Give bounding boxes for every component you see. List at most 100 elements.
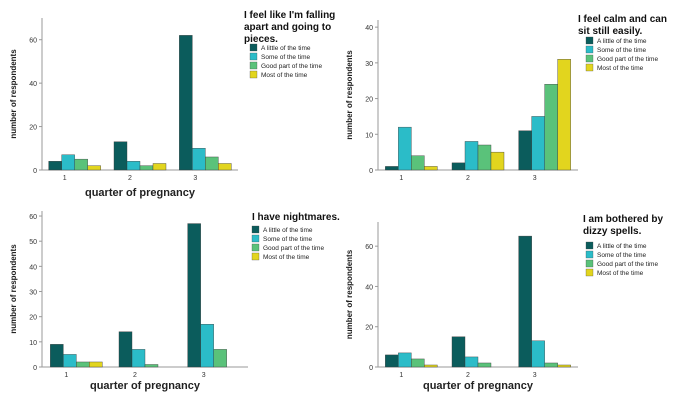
y-tick-label: 20 xyxy=(29,315,37,322)
legend-label: Good part of the time xyxy=(597,261,658,268)
bar xyxy=(192,148,206,171)
bar xyxy=(76,361,90,368)
legend-swatch xyxy=(585,54,594,63)
y-axis-label: number of respondents xyxy=(9,49,18,139)
legend-swatch xyxy=(585,241,594,250)
bar xyxy=(50,344,64,368)
bar xyxy=(518,130,532,171)
y-axis-label: number of respondents xyxy=(345,249,354,339)
chart-panel-3: 0 10 20 30 40 50 60 1 2 3 number of respondents qua… xyxy=(9,211,340,392)
y-tick-label: 40 xyxy=(29,264,37,271)
y-tick-label: 30 xyxy=(365,61,373,68)
legend-swatch xyxy=(585,259,594,268)
chart-title: I have nightmares. xyxy=(252,212,340,223)
x-tick-label: 2 xyxy=(128,175,132,182)
legend-label: Most of the time xyxy=(597,65,644,72)
legend-label: Good part of the time xyxy=(597,56,658,63)
x-axis-label: quarter of pregnancy xyxy=(90,380,201,392)
legend-swatch xyxy=(249,52,258,61)
chart-panel-2: 0 10 20 30 40 1 2 3 number of respondents I feel … xyxy=(345,14,667,182)
legend-label: Some of the time xyxy=(263,236,313,243)
legend-swatch xyxy=(251,234,260,243)
bar xyxy=(464,356,479,368)
legend-swatch xyxy=(249,43,258,52)
x-tick-label: 3 xyxy=(193,175,197,182)
bar xyxy=(411,358,425,368)
bar xyxy=(74,158,88,171)
bar xyxy=(126,161,141,171)
bar xyxy=(398,352,412,368)
bar xyxy=(557,59,571,171)
legend-label: Most of the time xyxy=(263,254,310,261)
bar xyxy=(464,141,479,171)
bar xyxy=(531,340,545,368)
bar xyxy=(218,163,232,171)
y-tick-label: 60 xyxy=(29,38,37,45)
x-tick-label: 3 xyxy=(533,372,537,379)
bar xyxy=(451,336,466,368)
legend-swatch xyxy=(585,250,594,259)
legend-swatch xyxy=(251,252,260,261)
bar xyxy=(48,161,62,171)
legend-label: Good part of the time xyxy=(261,63,322,70)
y-tick-label: 30 xyxy=(29,290,37,297)
bar xyxy=(424,166,438,171)
legend-label: A little of the time xyxy=(597,243,647,250)
y-tick-label: 20 xyxy=(365,97,373,104)
bar xyxy=(87,165,101,171)
legend-swatch xyxy=(251,225,260,234)
bar xyxy=(131,349,146,368)
y-tick-label: 40 xyxy=(29,81,37,88)
x-tick-label: 3 xyxy=(533,175,537,182)
y-tick-label: 40 xyxy=(365,284,373,291)
bar xyxy=(118,331,133,368)
bar xyxy=(139,165,154,171)
x-axis-label: quarter of pregnancy xyxy=(85,187,196,199)
x-tick-label: 1 xyxy=(399,372,403,379)
chart-panel-4: 0 20 40 60 1 2 3 number of respondents quarter o… xyxy=(345,214,663,392)
y-tick-label: 60 xyxy=(365,244,373,251)
x-tick-label: 2 xyxy=(466,175,470,182)
y-tick-label: 10 xyxy=(365,132,373,139)
bar xyxy=(187,223,201,368)
legend-label: Good part of the time xyxy=(263,245,324,252)
x-tick-label: 3 xyxy=(202,372,206,379)
x-tick-label: 1 xyxy=(64,372,68,379)
bar xyxy=(179,35,193,171)
y-tick-label: 10 xyxy=(29,340,37,347)
y-tick-label: 0 xyxy=(33,168,37,175)
chart-panel-1: 0 20 40 60 1 2 3 number of respondents quarter o… xyxy=(9,10,335,199)
bar xyxy=(531,116,545,171)
bar xyxy=(544,362,558,368)
bar xyxy=(385,166,399,171)
legend-swatch xyxy=(585,63,594,72)
legend-swatch xyxy=(249,70,258,79)
y-tick-label: 0 xyxy=(33,365,37,372)
bar xyxy=(61,154,75,171)
legend-label: A little of the time xyxy=(597,38,647,45)
y-tick-label: 60 xyxy=(29,214,37,221)
bar xyxy=(144,364,159,368)
bar xyxy=(152,163,167,171)
x-axis-label: quarter of pregnancy xyxy=(423,380,534,392)
y-tick-label: 0 xyxy=(369,365,373,372)
bar xyxy=(89,361,103,368)
chart-title: I am bothered by dizzy spells. xyxy=(583,214,663,237)
legend-label: Some of the time xyxy=(597,47,647,54)
legend-label: A little of the time xyxy=(263,227,313,234)
chart-title: I feel calm and can sit still easily. xyxy=(578,14,667,37)
x-tick-label: 2 xyxy=(466,372,470,379)
bar xyxy=(490,151,505,171)
bar xyxy=(213,349,227,368)
bar xyxy=(518,235,532,368)
y-tick-label: 0 xyxy=(369,168,373,175)
bar xyxy=(113,141,128,171)
bar xyxy=(477,144,492,171)
legend-label: Most of the time xyxy=(261,72,308,79)
legend-label: A little of the time xyxy=(261,45,311,52)
legend-swatch xyxy=(251,243,260,252)
legend-swatch xyxy=(249,61,258,70)
bar xyxy=(544,84,558,171)
bar xyxy=(411,155,425,171)
